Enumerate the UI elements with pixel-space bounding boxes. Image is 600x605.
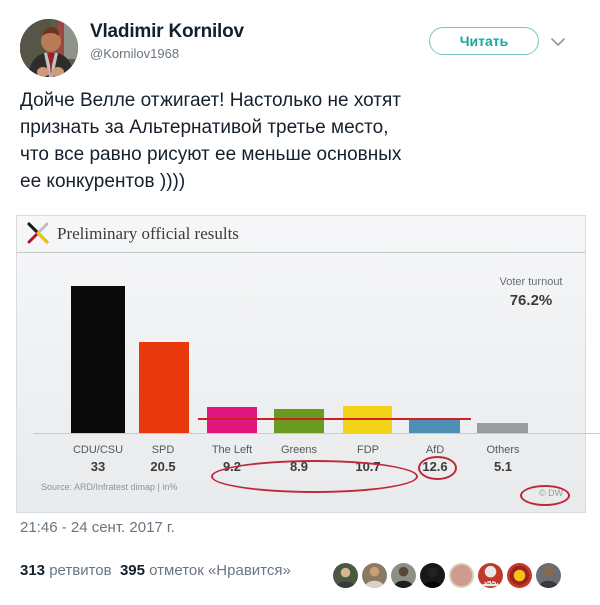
svg-text:СССР: СССР [481, 579, 501, 586]
